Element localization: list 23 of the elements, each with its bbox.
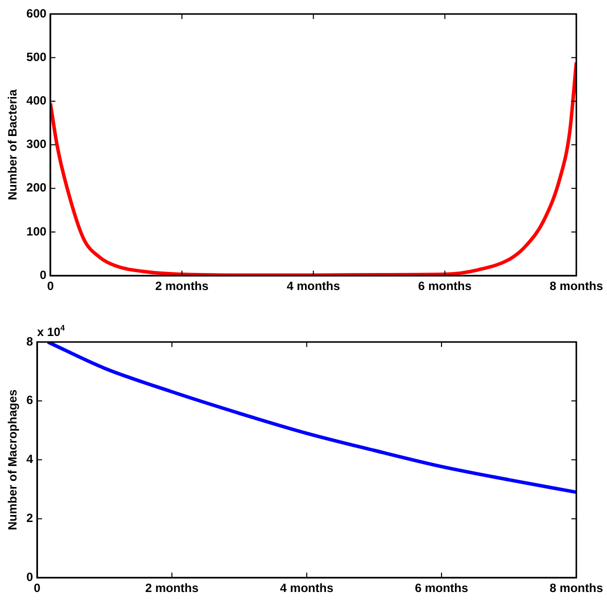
y-axis-title: Number of Macrophages: [6, 389, 20, 530]
y-tick-label: 100: [26, 224, 47, 238]
y-tick-label: 0: [40, 268, 47, 282]
line-series: [46, 342, 576, 494]
x-tick-label: 6 months: [418, 279, 472, 294]
y-tick-label: 200: [26, 180, 47, 195]
y-tick-label: 2: [26, 511, 34, 526]
x-tick-label: 2 months: [145, 581, 199, 596]
y-tick-label: 400: [26, 94, 47, 108]
x-tick-label: 6 months: [414, 581, 469, 596]
x-tick-label: 4 months: [280, 581, 334, 596]
y-tick-label: 500: [26, 50, 47, 64]
x-tick-label: 8 months: [550, 279, 604, 294]
y-tick-label: 8: [26, 334, 34, 348]
x-tick-label: 2 months: [155, 279, 209, 294]
y-tick-label: 0: [26, 570, 34, 584]
y-tick-label: 300: [26, 137, 47, 152]
y-tick-label: 4: [26, 452, 34, 466]
y-tick-label: 600: [26, 6, 47, 20]
y-tick-label: 6: [26, 393, 34, 408]
y-axis-title: Number of Bacteria: [6, 89, 20, 200]
x-tick-label: 4 months: [286, 279, 340, 294]
x-tick-label: 8 months: [550, 581, 604, 596]
